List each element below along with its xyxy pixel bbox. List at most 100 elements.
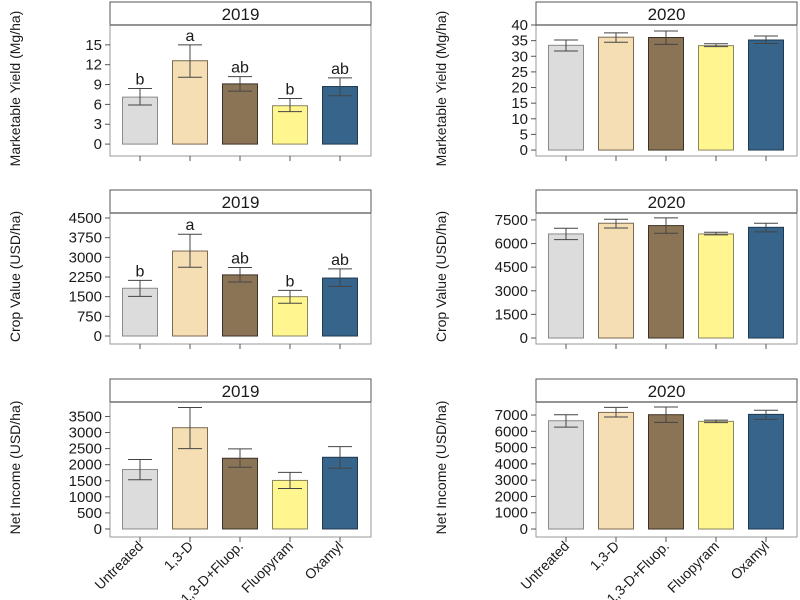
bar-1-3-d-fluop- (222, 83, 258, 145)
bar-1-3-d-fluop- (648, 37, 684, 151)
facet-title: 2019 (222, 382, 260, 401)
bar-1-3-d-fluop- (648, 414, 684, 530)
y-tick-label: 25 (511, 64, 528, 81)
chart-panel: 2019 0 3 6 9 12 15 Marketable Yield (Mg/ha) b a ab… (7, 1, 372, 167)
facet-title: 2020 (648, 5, 686, 24)
y-tick-label: 7000 (495, 407, 528, 424)
bar-untreated (548, 44, 584, 151)
bar-1-3-d (598, 36, 634, 151)
significance-letter: b (286, 273, 295, 290)
y-tick-label: 1500 (69, 289, 102, 306)
bar-untreated (548, 233, 584, 339)
y-tick-label: 4500 (495, 259, 528, 276)
bar-fluopyram (698, 420, 734, 530)
bar-oxamyl (748, 226, 784, 339)
bar-1-3-d-fluop- (222, 457, 258, 530)
facet-title: 2019 (222, 5, 260, 24)
y-tick-label: 35 (511, 33, 528, 50)
y-tick-label: 1000 (495, 505, 528, 522)
bar-fluopyram (698, 233, 734, 339)
significance-letter: b (136, 263, 145, 280)
y-axis-label: Marketable Yield (Mg/ha) (7, 11, 23, 167)
x-category-label: Oxamyl (727, 538, 772, 583)
y-tick-label: 2000 (495, 488, 528, 505)
chart-panel: 2020 0 1500 3000 4500 6000 7500 Crop Value (USD… (433, 189, 798, 349)
y-axis-label: Marketable Yield (Mg/ha) (433, 11, 449, 167)
significance-letter: ab (331, 61, 349, 78)
y-tick-label: 5 (520, 126, 528, 143)
y-tick-label: 3500 (69, 408, 102, 425)
bar-fluopyram (698, 45, 734, 151)
y-tick-label: 6000 (495, 423, 528, 440)
chart-panel: 2019 0 750 1500 2250 3000 3750 4500 Crop Value (… (7, 189, 372, 349)
y-tick-label: 6000 (495, 236, 528, 253)
y-tick-label: 2000 (69, 457, 102, 474)
y-tick-label: 3000 (495, 283, 528, 300)
y-tick-label: 0 (520, 142, 528, 159)
y-tick-label: 15 (85, 37, 102, 54)
significance-letter: ab (231, 251, 249, 268)
y-axis-label: Net Income (USD/ha) (433, 401, 449, 535)
y-tick-label: 6 (94, 96, 102, 113)
y-tick-label: 20 (511, 80, 528, 97)
y-tick-label: 2250 (69, 269, 102, 286)
y-tick-label: 1500 (69, 473, 102, 490)
bar-oxamyl (322, 456, 358, 530)
x-category-label: Oxamyl (301, 538, 346, 583)
bar-oxamyl (748, 39, 784, 151)
significance-letter: a (186, 28, 195, 45)
y-tick-label: 0 (94, 136, 102, 153)
significance-letter: ab (331, 252, 349, 269)
y-tick-label: 4500 (69, 210, 102, 227)
y-tick-label: 0 (94, 521, 102, 538)
y-tick-label: 7500 (495, 212, 528, 229)
bar-1-3-d-fluop- (648, 225, 684, 339)
y-tick-label: 30 (511, 48, 528, 65)
facet-title: 2019 (222, 193, 260, 212)
y-tick-label: 0 (94, 328, 102, 345)
x-category-label: Fluopyram (238, 538, 296, 596)
x-category-label: 1,3-D (161, 538, 197, 574)
significance-letter: b (136, 72, 145, 89)
y-tick-label: 3 (94, 116, 102, 133)
significance-letter: a (186, 217, 195, 234)
significance-letter: ab (231, 60, 249, 77)
y-tick-label: 12 (85, 57, 102, 74)
y-tick-label: 4000 (495, 456, 528, 473)
x-category-label: 1,3-D (587, 538, 623, 574)
y-tick-label: 3000 (69, 249, 102, 266)
x-category-label: Untreated (91, 538, 146, 593)
y-tick-label: 40 (511, 17, 528, 34)
y-tick-label: 3000 (495, 472, 528, 489)
y-tick-label: 0 (520, 521, 528, 538)
y-tick-label: 3750 (69, 230, 102, 247)
x-category-label: Untreated (517, 538, 572, 593)
y-tick-label: 500 (77, 505, 102, 522)
x-category-label: Fluopyram (664, 538, 722, 596)
facet-title: 2020 (648, 382, 686, 401)
y-axis-label: Crop Value (USD/ha) (433, 211, 449, 342)
bar-untreated (548, 420, 584, 530)
y-tick-label: 5000 (495, 440, 528, 457)
significance-letter: b (286, 81, 295, 98)
bar-oxamyl (322, 277, 358, 337)
y-tick-label: 9 (94, 77, 102, 94)
y-tick-label: 15 (511, 95, 528, 112)
y-tick-label: 1000 (69, 489, 102, 506)
bar-oxamyl (748, 413, 784, 530)
y-tick-label: 750 (77, 308, 102, 325)
y-tick-label: 2500 (69, 441, 102, 458)
y-tick-label: 10 (511, 111, 528, 128)
bar-1-3-d (598, 411, 634, 530)
bar-1-3-d (598, 222, 634, 339)
y-tick-label: 3000 (69, 425, 102, 442)
y-axis-label: Net Income (USD/ha) (7, 401, 23, 535)
facet-title: 2020 (648, 193, 686, 212)
y-tick-label: 0 (520, 330, 528, 347)
y-tick-label: 1500 (495, 306, 528, 323)
bar-1-3-d-fluop- (222, 274, 258, 337)
